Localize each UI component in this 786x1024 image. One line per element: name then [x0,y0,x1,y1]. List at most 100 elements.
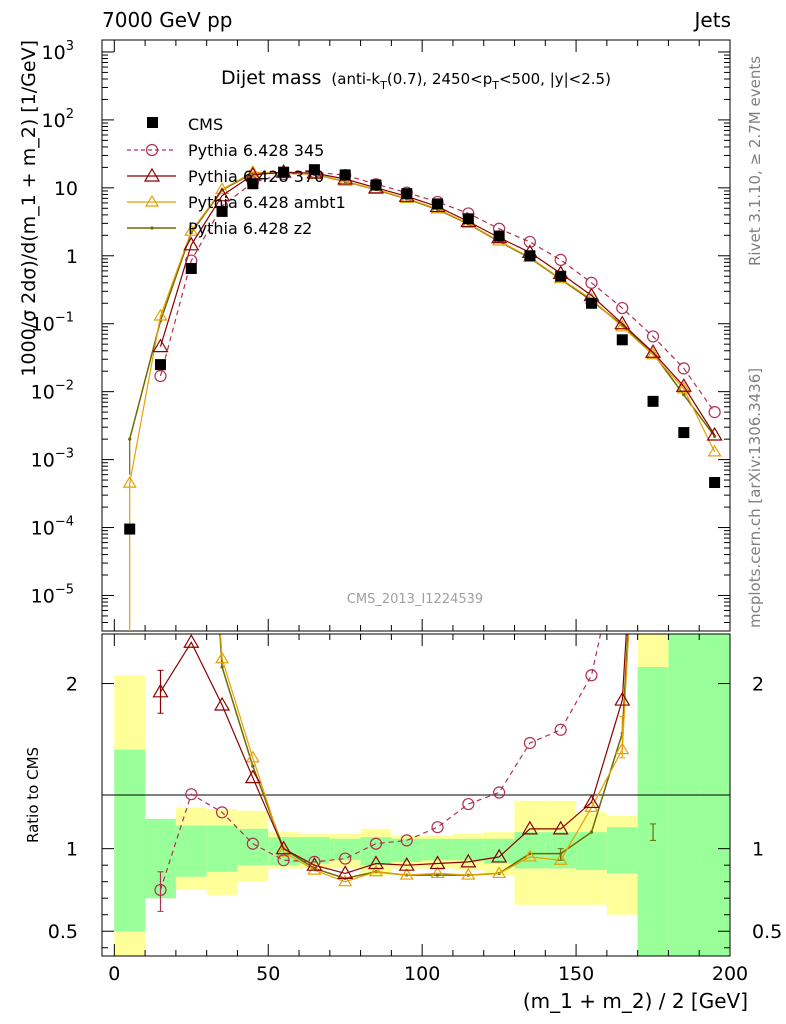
main-point-ambt1 [645,347,661,360]
legend-cms-marker [147,117,158,128]
tick-base: 10 [54,178,78,200]
legend: CMS Pythia 6.428 345 Pythia 6.428 370 Py… [127,115,346,238]
ratio-x-axis: 0 50 100 150 200 [108,40,748,985]
ratio-ylabel: Ratio to CMS [24,747,42,843]
ratio-band-inner [175,825,207,877]
rivet-label: Rivet 3.1.10, ≥ 2.7M events [746,56,764,266]
chart-title: Dijet mass (anti-kT(0.7), 2450<pT<500, |… [221,67,611,92]
ratio-y-tick-label-left: 1 [66,839,78,861]
ratio-band-inner [637,667,669,956]
ratio-band-inner [422,838,453,861]
ratio-band-inner [606,827,638,874]
ratio-band-inner [452,838,484,861]
ratio-panel: 2 2 1 1 0.5 0.5 0 50 100 150 200 [48,40,782,985]
tick-exponent: −5 [55,582,74,597]
ratio-y-tick-label-right: 1 [752,839,764,861]
main-point-cms [555,270,567,282]
ratio-point-345 [215,806,229,819]
tick-base: 10 [42,42,66,64]
title-part3: <500, |y|<2.5) [499,70,611,88]
ratio-point-370 [552,820,569,835]
main-point-cms [216,205,228,217]
ratio-y-tick-label-left: 0.5 [48,921,78,943]
tick-exponent: 2 [66,107,74,122]
ratio-point-370 [367,855,385,870]
ratio-point-345 [431,821,444,834]
ratio-y-axis: 2 2 1 1 0.5 0.5 [48,674,782,949]
ratio-point-370 [244,769,261,784]
legend-z2-marker [150,226,154,230]
ratio-point-ambt1 [553,853,568,865]
ratio-point-z2 [251,764,255,768]
main-point-cms [124,523,136,535]
main-point-345 [646,330,660,343]
ratio-point-345 [554,723,567,736]
main-point-cms [616,334,628,346]
title-sub-t2: T [491,79,499,92]
legend-345-marker [145,143,159,157]
main-series-line [129,171,716,484]
tick-base: 10 [31,450,55,472]
main-frame [101,39,731,632]
ratio-point-370 [460,853,477,868]
title-part2: (0.7), 2450<p [387,70,492,88]
tick-base: 10 [31,585,55,607]
ratio-point-z2 [220,665,224,669]
main-point-cms [647,395,659,407]
ratio-point-345 [246,837,259,850]
ratio-point-ambt1 [399,867,414,880]
ratio-point-ambt1 [584,800,599,812]
ratio-point-370 [275,840,292,855]
ratio-point-370 [429,855,446,870]
ratio-point-370 [398,856,415,871]
ratio-point-370 [183,634,200,648]
title-sub-t1: T [379,79,387,92]
ratio-point-z2 [435,873,440,877]
main-y-tick-label: 10 [54,178,78,200]
legend-ambt1-marker [144,194,160,207]
main-point-345 [585,276,598,289]
main-y-tick-label: 10−2 [31,379,74,404]
ratio-line-370 [159,634,627,875]
main-point-345 [523,235,537,249]
ratio-point-ambt1 [338,874,353,887]
main-point-370 [644,344,662,358]
x-tick-label: 0 [108,963,120,985]
main-y-tick-label: 10−4 [31,515,74,540]
watermark: CMS_2013_I1224539 [347,592,483,607]
main-y-tick-label: 1 [66,246,78,268]
main-point-cms [401,188,413,200]
tick-base: 10 [31,518,55,540]
ratio-y-tick-label-left: 2 [66,674,78,696]
main-point-cms [308,164,320,176]
ratio-point-ambt1 [522,849,537,862]
header-right: Jets [693,8,731,32]
x-tick-label: 50 [256,963,280,985]
legend-370-marker [143,167,161,182]
main-point-345 [554,253,567,266]
ratio-band-inner [329,838,361,861]
ratio-y-tick-label-right: 2 [752,674,764,696]
ratio-point-345 [339,852,352,865]
main-point-370 [706,426,723,441]
x-tick-label: 200 [712,963,748,985]
ratio-band-inner [391,838,423,862]
ratio-point-345 [277,854,290,867]
main-point-ambt1 [214,182,230,194]
main-point-370 [675,378,692,392]
main-point-345 [708,406,721,419]
ratio-band-inner [576,832,607,871]
main-point-cms [247,178,259,190]
main-point-cms [462,213,474,225]
tick-exponent: −1 [55,311,74,326]
main-point-z2 [713,434,717,438]
tick-base: 10 [31,314,55,336]
main-point-345 [154,369,167,383]
main-point-370 [183,236,200,251]
main-point-cms [709,477,721,489]
ratio-y-tick-label-right: 0.5 [752,921,782,943]
ratio-band-inner [483,838,515,864]
